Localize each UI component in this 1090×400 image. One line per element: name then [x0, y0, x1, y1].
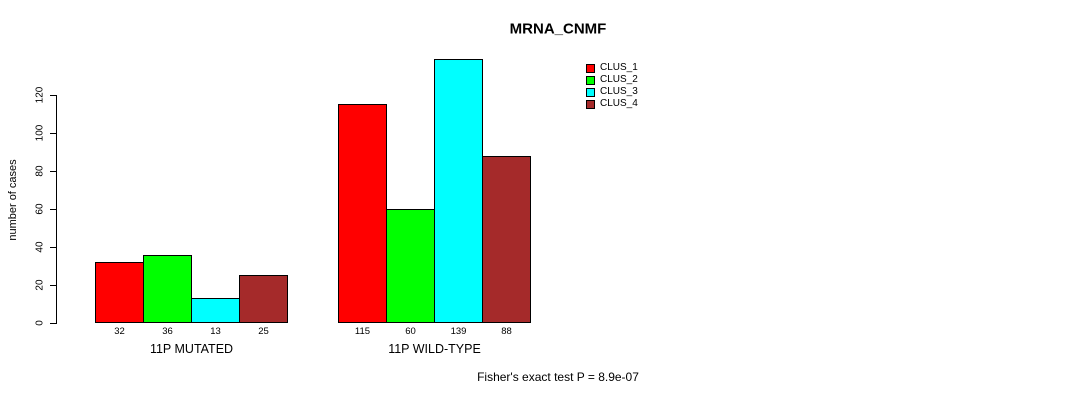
- bar-value-label: 115: [354, 326, 371, 337]
- legend-label: CLUS_2: [600, 74, 638, 85]
- group-label: 11P WILD-TYPE: [388, 342, 481, 356]
- tick-mark: [50, 133, 56, 134]
- legend-swatch: [586, 63, 595, 73]
- bar: [143, 255, 192, 323]
- legend-swatch: [586, 87, 595, 97]
- tick-mark: [50, 209, 56, 210]
- tick-label: 40: [34, 241, 46, 253]
- tick-label: 80: [34, 165, 46, 177]
- bar: [338, 104, 387, 323]
- tick-mark: [50, 171, 56, 172]
- bar: [239, 275, 288, 323]
- y-axis-line: [56, 95, 57, 324]
- tick-mark: [50, 247, 56, 248]
- legend: CLUS_1 CLUS_2 CLUS_3 CLUS_4: [586, 62, 638, 110]
- tick-label: 0: [34, 320, 46, 326]
- y-axis-label: number of cases: [7, 159, 19, 241]
- bar-value-label: 32: [114, 326, 125, 337]
- legend-item: CLUS_3: [586, 86, 638, 98]
- bar-value-label: 25: [258, 326, 269, 337]
- group-label: 11P MUTATED: [149, 342, 234, 356]
- bar-value-label: 13: [210, 326, 221, 337]
- legend-item: CLUS_2: [586, 74, 638, 86]
- legend-item: CLUS_4: [586, 98, 638, 110]
- legend-label: CLUS_3: [600, 86, 638, 97]
- tick-mark: [50, 285, 56, 286]
- bar-value-label: 139: [450, 326, 467, 337]
- legend-swatch: [586, 75, 595, 85]
- bar: [95, 262, 144, 323]
- legend-label: CLUS_1: [600, 62, 638, 73]
- tick-label: 100: [34, 124, 46, 142]
- tick-label: 20: [34, 279, 46, 291]
- bar-value-label: 88: [501, 326, 512, 337]
- stat-annotation: Fisher's exact test P = 8.9e-07: [477, 370, 639, 384]
- bar: [386, 209, 435, 323]
- tick-mark: [50, 323, 56, 324]
- bar-value-label: 36: [162, 326, 173, 337]
- bar-value-label: 60: [405, 326, 416, 337]
- legend-item: CLUS_1: [586, 62, 638, 74]
- tick-label: 120: [34, 86, 46, 104]
- bar: [191, 298, 240, 323]
- legend-label: CLUS_4: [600, 98, 638, 109]
- bar: [482, 156, 531, 323]
- tick-mark: [50, 95, 56, 96]
- tick-label: 60: [34, 203, 46, 215]
- bar: [434, 59, 483, 323]
- legend-swatch: [586, 99, 595, 109]
- chart-title: MRNA_CNMF: [509, 20, 607, 38]
